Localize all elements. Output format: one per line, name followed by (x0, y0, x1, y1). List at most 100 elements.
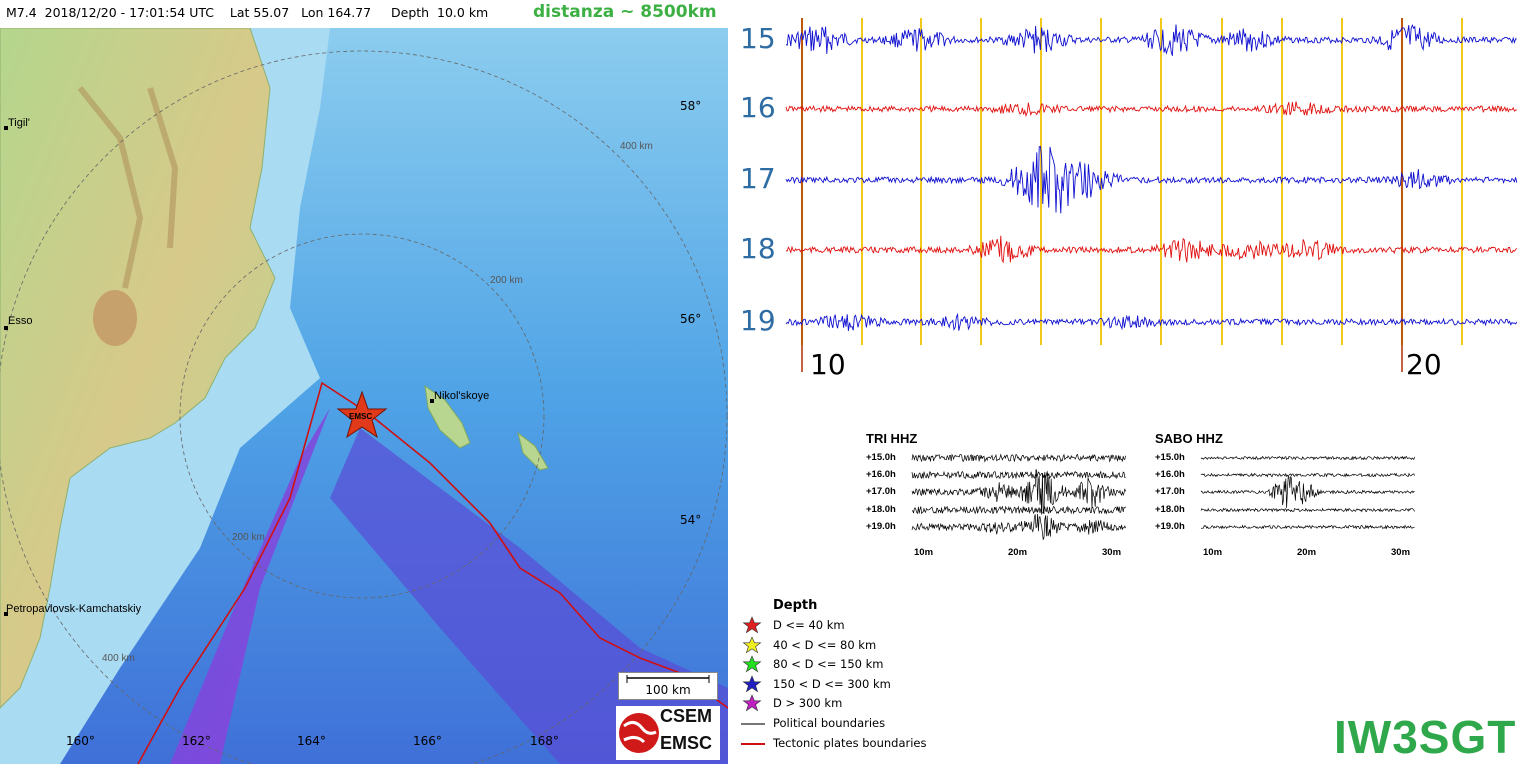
legend-star-icon (742, 655, 762, 673)
lon-label-162: 162° (182, 734, 211, 748)
place-nikolskoye: Nikol'skoye (434, 390, 489, 402)
mini-panel-sabo: SABO HHZ +15.0h +16.0h +17.0h +18.0h +19.0h 1… (1155, 431, 1425, 561)
helicorder-panel: 15 16 17 18 19 10 20 (728, 0, 1532, 400)
legend-star-icon (742, 616, 762, 634)
epicenter-star-icon (336, 390, 388, 439)
seismic-trace (785, 312, 1518, 331)
mini-row-label: +15.0h (866, 452, 896, 463)
legend-label: Tectonic plates boundaries (773, 735, 927, 750)
place-esso: Esso (8, 315, 32, 327)
legend-item: 80 < D <= 150 km (735, 655, 975, 673)
distance-label: distanza ~ 8500km (533, 2, 717, 22)
place-tigil: Tigil' (8, 117, 30, 129)
mini-trace (1200, 472, 1415, 478)
mini-trace (911, 469, 1126, 515)
tectonic-boundary (137, 381, 728, 764)
mini-trace (1200, 507, 1415, 513)
ring-200km (179, 233, 545, 599)
mini-trace (1200, 475, 1415, 508)
legend-star-icon (742, 694, 762, 712)
mini-panel-tri: TRI HHZ +15.0h +16.0h +17.0h +18.0h +19.0h 10… (866, 431, 1136, 561)
legend-label: D <= 40 km (773, 618, 845, 632)
bering-island (424, 384, 471, 449)
seismic-trace (785, 23, 1517, 56)
mini-waveform-plot (1200, 455, 1415, 530)
mini-row-label: +17.0h (1155, 486, 1185, 497)
depth-legend: Depth D <= 40 km 40 < D <= 80 km 80 < D <=… (735, 596, 975, 761)
time-label-10: 10 (810, 348, 846, 381)
place-marker-esso (4, 326, 8, 330)
hour-label: 16 (740, 91, 776, 124)
lon-label-166: 166° (413, 734, 442, 748)
ring-label-400km-ne: 400 km (620, 141, 653, 152)
place-petropavlovsk: Petropavlovsk-Kamchatskiy (6, 603, 142, 615)
ring-label-200km-sw: 200 km (232, 532, 265, 543)
legend-item: D <= 40 km (735, 616, 975, 634)
legend-item: 150 < D <= 300 km (735, 675, 975, 693)
legend-label: 150 < D <= 300 km (773, 676, 891, 691)
lon-label-160: 160° (66, 734, 95, 748)
hour-label: 19 (740, 304, 776, 337)
mini-row-label: +19.0h (1155, 521, 1185, 532)
ring-label-200km-ne: 200 km (490, 275, 523, 286)
mini-trace (911, 505, 1126, 515)
mini-row-label: +15.0h (1155, 452, 1185, 463)
mini-row-label: +18.0h (866, 504, 896, 515)
legend-star-icon (742, 675, 762, 693)
lat-label-54: 54° (680, 513, 701, 527)
map-scale: 100 km (618, 672, 718, 700)
time-label-20: 20 (1406, 348, 1442, 381)
logo-csem: CSEM (660, 706, 713, 726)
mini-title-tri: TRI HHZ (866, 431, 918, 446)
legend-item: Tectonic plates boundaries (735, 734, 975, 752)
mini-xtick-label: 10m (914, 547, 934, 558)
mini-row-label: +19.0h (866, 521, 896, 532)
mini-trace (1200, 455, 1415, 461)
legend-label: 40 < D <= 80 km (773, 637, 877, 652)
mini-waveform-plot (911, 453, 1126, 540)
ring-label-400km-sw: 400 km (102, 653, 135, 664)
mini-xtick-label: 20m (1297, 547, 1317, 558)
mini-xtick-label: 20m (1008, 547, 1028, 558)
legend-label: 80 < D <= 150 km (773, 657, 884, 672)
scale-label: 100 km (645, 683, 691, 697)
place-marker-nikolskoye (430, 399, 434, 403)
logo-emsc: EMSC (660, 733, 713, 753)
hour-label: 17 (740, 162, 776, 195)
lat-label-58: 58° (680, 99, 701, 113)
legend-item: 40 < D <= 80 km (735, 635, 975, 654)
ring-400km (0, 50, 728, 764)
mini-trace (911, 513, 1126, 540)
mini-row-label: +16.0h (866, 469, 896, 480)
mini-row-label: +17.0h (866, 486, 896, 497)
lon-label-164: 164° (297, 734, 326, 748)
mountain-ridge (77, 86, 179, 289)
volcano-massif (93, 290, 137, 346)
kamchatka-landmass (0, 28, 276, 709)
mini-trace (911, 470, 1126, 480)
place-marker-petropavlovsk (4, 612, 8, 616)
mini-row-label: +16.0h (1155, 469, 1185, 480)
legend-line-icon (741, 723, 765, 725)
mini-trace (1200, 524, 1415, 530)
legend-item: Political boundaries (735, 714, 975, 732)
hour-label: 18 (740, 232, 776, 265)
legend-label: Political boundaries (773, 716, 886, 730)
globe-logo-icon (619, 713, 659, 753)
legend-title: Depth (773, 598, 818, 613)
legend-line-icon (741, 742, 765, 745)
hour-label: 15 (740, 22, 776, 55)
mini-row-label: +18.0h (1155, 504, 1185, 515)
event-header: M7.4 2018/12/20 - 17:01:54 UTC Lat 55.07… (0, 0, 728, 28)
lon-label-168: 168° (530, 734, 559, 748)
mini-xtick-label: 30m (1391, 547, 1411, 558)
legend-label: D > 300 km (773, 696, 843, 711)
seismic-trace (785, 101, 1517, 118)
csem-emsc-logo: CSEM EMSC (616, 706, 720, 760)
mini-xtick-label: 30m (1102, 547, 1122, 558)
helicorder-plot (785, 18, 1518, 372)
mini-xtick-label: 10m (1203, 547, 1223, 558)
seismic-trace (785, 235, 1518, 264)
mini-title-sabo: SABO HHZ (1155, 431, 1223, 446)
seismic-trace (785, 145, 1518, 214)
